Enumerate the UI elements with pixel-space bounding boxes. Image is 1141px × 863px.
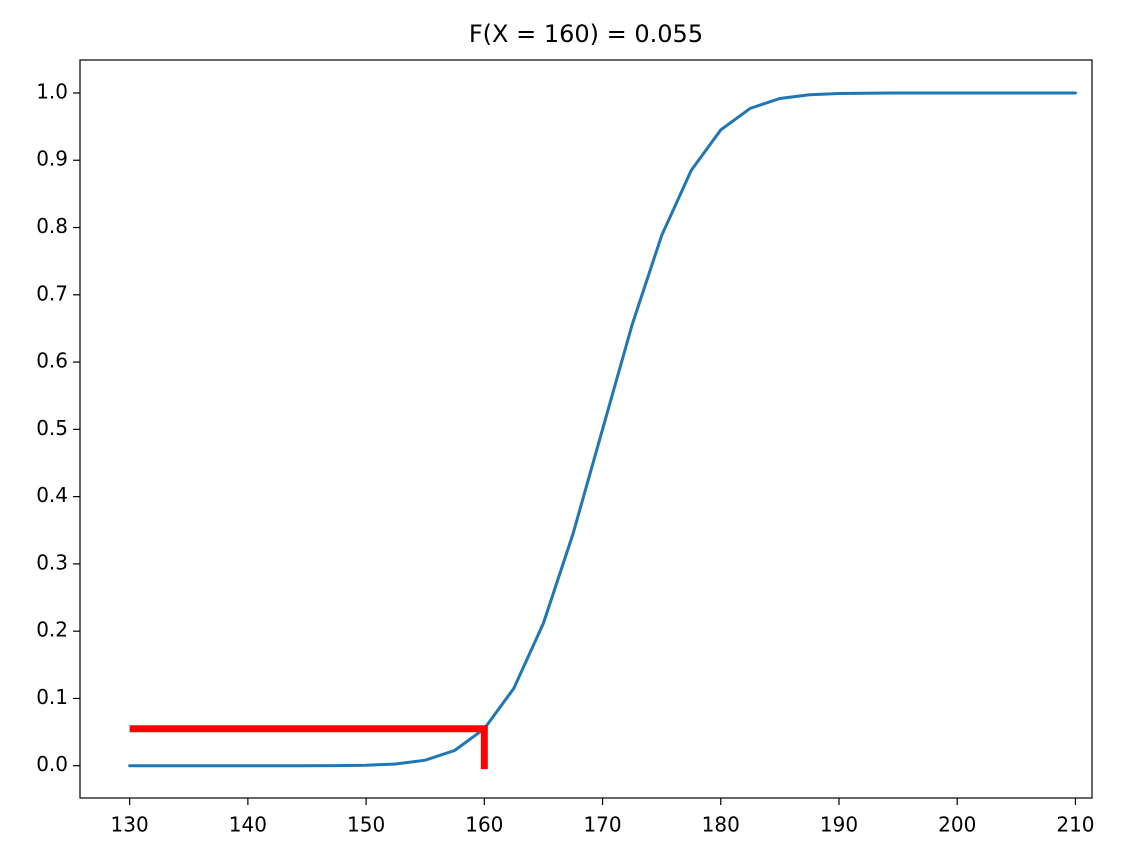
y-tick-label: 0.8 xyxy=(36,214,68,238)
y-tick-label: 0.6 xyxy=(36,349,68,373)
x-tick-label: 160 xyxy=(465,813,503,837)
x-tick-label: 190 xyxy=(820,813,858,837)
plot-frame xyxy=(79,59,1093,799)
chart-title: F(X = 160) = 0.055 xyxy=(469,20,703,48)
y-tick-label: 0.0 xyxy=(36,752,68,776)
x-tick-label: 180 xyxy=(702,813,740,837)
y-tick-label: 0.3 xyxy=(36,550,68,574)
x-tick-label: 210 xyxy=(1056,813,1094,837)
x-tick-label: 140 xyxy=(229,813,267,837)
x-tick-label: 150 xyxy=(347,813,385,837)
x-tick-label: 170 xyxy=(583,813,621,837)
data-line xyxy=(129,725,488,770)
y-tick-label: 0.7 xyxy=(36,281,68,305)
x-tick-label: 130 xyxy=(111,813,149,837)
y-tick-label: 0.5 xyxy=(36,416,68,440)
y-tick-label: 0.2 xyxy=(36,618,68,642)
y-tick-label: 0.9 xyxy=(36,147,68,171)
y-tick-label: 0.4 xyxy=(36,483,68,507)
y-tick-label: 1.0 xyxy=(36,79,68,103)
data-line xyxy=(128,91,1077,768)
x-tick-label: 200 xyxy=(938,813,976,837)
y-tick-label: 0.1 xyxy=(36,685,68,709)
